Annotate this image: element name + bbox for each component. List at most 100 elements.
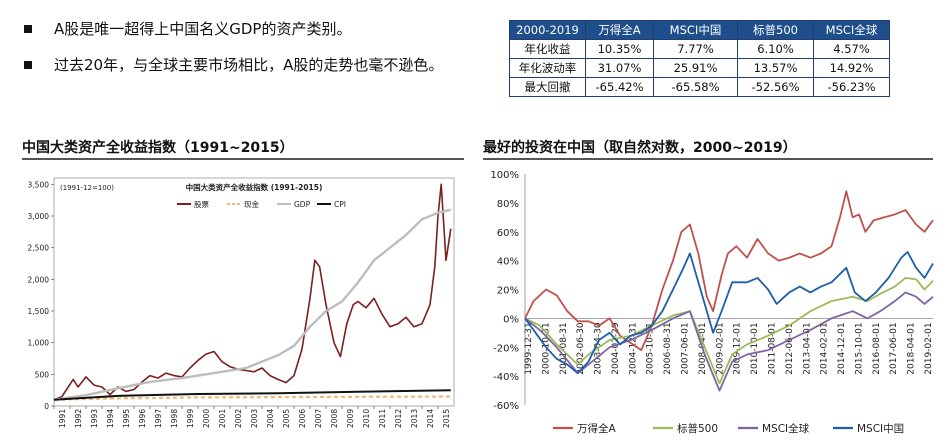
x-tick-label: 2011	[378, 409, 387, 428]
x-tick-label: 1994	[106, 409, 115, 428]
plot-frame	[53, 177, 455, 407]
table-cell: 年化波动率	[509, 58, 586, 78]
series-line-标普500	[524, 277, 934, 385]
series-line-MSCI全球	[524, 291, 934, 392]
x-tick-label: 1997	[154, 409, 163, 428]
x-tick-label: 2009	[346, 409, 355, 428]
x-tick-label: 2014	[426, 409, 435, 428]
y-tick-label: 2,500	[28, 244, 50, 253]
table-header-cell: 2000-2019	[509, 20, 586, 40]
y-tick-label: 100%	[490, 170, 519, 181]
x-tick-label: 2017-06-01	[889, 322, 899, 374]
x-tick-label: 2005	[282, 409, 291, 428]
table-cell: 13.57%	[737, 58, 814, 78]
y-tick-label: 80%	[497, 199, 519, 210]
left-panel-divider	[22, 158, 464, 160]
x-tick-label: 2001	[218, 409, 227, 428]
y-tick-label: -60%	[493, 401, 519, 412]
table-cell: 最大回撤	[509, 77, 586, 97]
legend-label: 现金	[244, 199, 259, 209]
x-tick-label: 2015-10-01	[854, 322, 864, 374]
x-tick-label: 2014-12-01	[837, 322, 847, 374]
x-tick-label: 2013	[410, 409, 419, 428]
y-tick-label: 20%	[497, 286, 519, 297]
y-tick-label: 3,500	[28, 180, 50, 189]
x-tick-label: 2013-04-01	[802, 322, 812, 374]
x-tick-label: 2004-02-29	[611, 322, 621, 375]
x-tick-label: 1996	[138, 409, 147, 428]
y-tick-label: 500	[35, 370, 50, 379]
x-tick-label: 2006	[298, 409, 307, 428]
table-cell: 14.92%	[813, 58, 890, 78]
bullet-square-icon	[24, 61, 32, 69]
table-cell: 31.07%	[585, 58, 654, 78]
y-tick-label: 0	[44, 402, 49, 411]
series-line-GDP	[53, 208, 452, 401]
x-tick-label: 2009-02-01	[715, 322, 725, 374]
x-tick-label: 1991	[58, 409, 67, 428]
y-tick-label: -20%	[493, 343, 519, 354]
series-line-MSCI中国	[524, 251, 934, 375]
table-cell: -56.23%	[813, 77, 890, 97]
stats-table: 2000-2019 万得全A MSCI中国 标普500 MSCI全球 年化收益 …	[509, 20, 890, 97]
x-tick-label: 1999-12-31	[524, 322, 534, 374]
y-tick-label: 2,000	[28, 275, 50, 284]
bullet-item-2: 过去20年，与全球主要市场相比，A股的走势也毫不逊色。	[22, 54, 492, 76]
x-tick-label: 2012	[394, 409, 403, 428]
x-tick-label: 1995	[122, 409, 131, 428]
x-tick-label: 2001-08-31	[559, 322, 569, 374]
bullet-text-1: A股是唯一超得上中国名义GDP的资产类别。	[54, 20, 352, 38]
table-header-cell: 标普500	[737, 20, 814, 40]
legend-label: MSCI全球	[762, 422, 810, 435]
x-tick-label: 2002-06-30	[576, 322, 586, 375]
series-line-现金	[53, 395, 451, 401]
table-cell: 4.57%	[813, 39, 890, 59]
table-cell: 年化收益	[509, 39, 586, 59]
table-row: 最大回撤 -65.42% -65.58% -52.56% -56.23%	[509, 77, 890, 97]
x-tick-label: 2004-12-31	[628, 322, 638, 374]
x-tick-label: 2019-02-01	[924, 322, 934, 374]
x-tick-label: 2006-08-31	[663, 322, 673, 374]
x-tick-label: 1999	[186, 409, 195, 428]
series-line-股票	[53, 183, 452, 401]
x-tick-label: 2004	[266, 409, 275, 428]
x-tick-label: 1993	[90, 409, 99, 428]
x-tick-label: 2008	[330, 409, 339, 428]
x-tick-label: 1992	[74, 409, 83, 428]
x-tick-label: 1998	[170, 409, 179, 428]
bullet-item-1: A股是唯一超得上中国名义GDP的资产类别。	[22, 18, 492, 40]
legend-label: CPI	[334, 200, 346, 209]
table-cell: 25.91%	[653, 58, 738, 78]
x-tick-label: 2015	[442, 409, 451, 428]
x-tick-label: 2018-04-01	[907, 322, 917, 374]
bullet-square-icon	[24, 25, 32, 33]
right-panel-title: 最好的投资在中国（取自然对数，2000~2019）	[483, 140, 797, 156]
y-tick-label: 40%	[497, 257, 519, 268]
legend-label: GDP	[294, 200, 311, 209]
legend-label: 万得全A	[577, 422, 616, 435]
right-panel-divider	[483, 158, 933, 160]
chart-left: 0 500 1,000 1,500 2,000 2,500 3,000 3,500 1991 19…	[28, 177, 455, 428]
y-tick-label: 0%	[503, 314, 519, 325]
y-tick-label: 1,500	[28, 307, 50, 316]
x-tick-label: 2009-12-01	[733, 322, 743, 374]
x-tick-label: 2010	[362, 409, 371, 428]
table-header-cell: 万得全A	[585, 20, 654, 40]
legend-label: 股票	[194, 200, 209, 209]
table-cell: -65.42%	[585, 77, 654, 97]
y-tick-label: 1,000	[28, 339, 50, 348]
y-tick-label: -40%	[493, 372, 519, 383]
chart-right: -60% -40% -20% 0% 20% 40% 60% 80% 100% 1999-12-31…	[490, 170, 934, 435]
table-header-cell: MSCI中国	[653, 20, 738, 40]
y-tick-label: 60%	[497, 228, 519, 239]
table-row: 年化收益 10.35% 7.77% 6.10% 4.57%	[509, 39, 890, 59]
x-tick-label: 2012-06-01	[785, 322, 795, 374]
series-line-万得全A	[524, 190, 934, 351]
chart-note: (1991-12=100)	[60, 184, 114, 192]
table-header-cell: MSCI全球	[813, 20, 890, 40]
table-cell: 10.35%	[585, 39, 654, 59]
x-tick-label: 2014-02-01	[820, 322, 830, 374]
x-tick-label: 2010-10-01	[750, 322, 760, 374]
x-tick-label: 2000	[202, 409, 211, 428]
series-line-CPI	[53, 389, 451, 401]
